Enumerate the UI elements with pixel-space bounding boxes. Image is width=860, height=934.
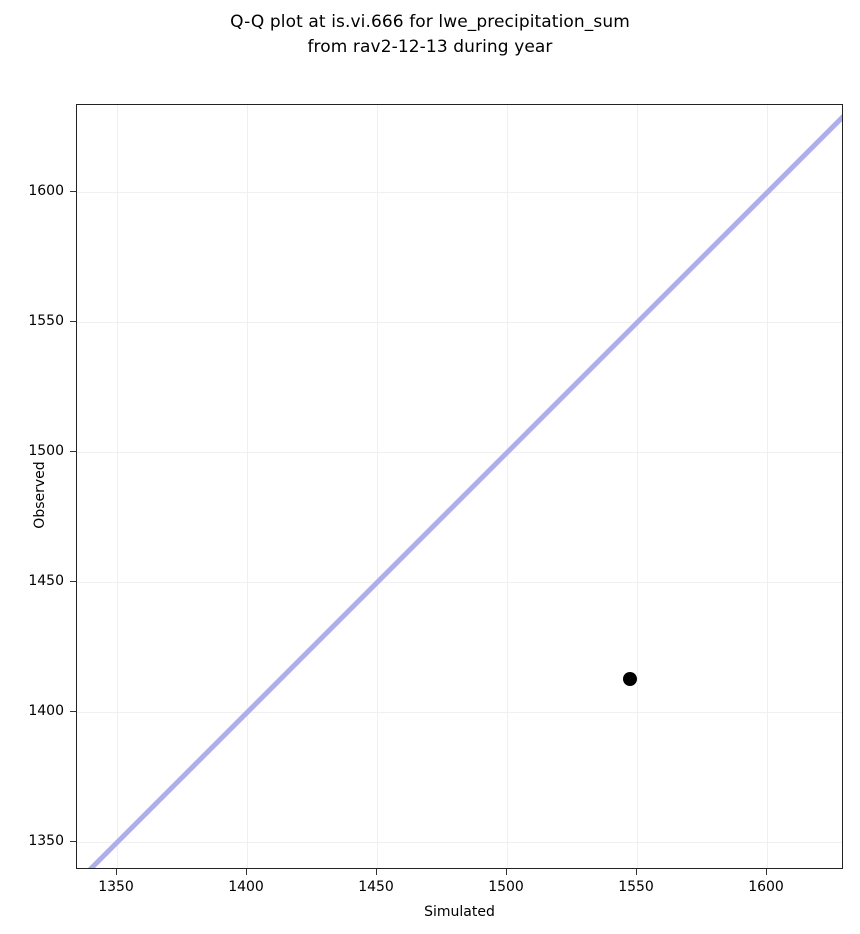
gridline-x-1400 (247, 105, 249, 868)
data-point (623, 671, 638, 686)
gridline-x-1500 (507, 105, 509, 868)
tick-y-1400 (70, 710, 76, 713)
plot-area (76, 104, 843, 869)
tick-y-1600 (70, 191, 76, 193)
y-axis-label: Observed (32, 461, 48, 529)
chart-title: Q-Q plot at is.vi.666 for lwe_precipitat… (230, 12, 630, 57)
ticklabel-y-1600: 1600 (28, 183, 64, 200)
gridline-x-1550 (637, 105, 639, 868)
ticklabel-x-1550: 1550 (618, 879, 654, 895)
ticklabel-y-1400: 1400 (28, 702, 64, 719)
ticklabel-y-1450: 1450 (28, 572, 64, 589)
ticklabel-x-1400: 1400 (228, 879, 264, 895)
ticklabel-x-1600: 1600 (748, 879, 784, 895)
identity-reference-line (77, 105, 842, 868)
gridline-y-1350 (77, 841, 842, 844)
tick-x-1450 (376, 869, 378, 875)
tick-y-1450 (70, 580, 76, 583)
ticklabel-y-1500: 1500 (28, 443, 64, 460)
tick-x-1400 (246, 869, 248, 875)
gridline-y-1600 (77, 192, 842, 194)
ticklabel-x-1450: 1450 (358, 879, 394, 895)
x-axis-label: Simulated (424, 904, 495, 920)
tick-y-1550 (70, 321, 76, 323)
ticklabel-x-1350: 1350 (98, 879, 134, 895)
tick-y-1500 (70, 451, 76, 453)
gridline-x-1600 (767, 105, 769, 868)
ticklabel-y-1350: 1350 (28, 832, 64, 849)
gridline-y-1500 (77, 452, 842, 454)
tick-y-1350 (70, 840, 76, 843)
gridline-y-1450 (77, 581, 842, 584)
tick-x-1350 (116, 869, 118, 875)
ticklabel-y-1550: 1550 (28, 313, 64, 330)
gridline-x-1450 (377, 105, 379, 868)
gridline-y-1550 (77, 322, 842, 324)
ticklabel-x-1500: 1500 (488, 879, 524, 895)
tick-x-1600 (766, 869, 768, 875)
gridline-x-1350 (117, 105, 119, 868)
tick-x-1550 (636, 869, 638, 875)
gridline-y-1400 (77, 711, 842, 714)
identity-line-segment (80, 113, 842, 868)
tick-x-1500 (506, 869, 508, 875)
